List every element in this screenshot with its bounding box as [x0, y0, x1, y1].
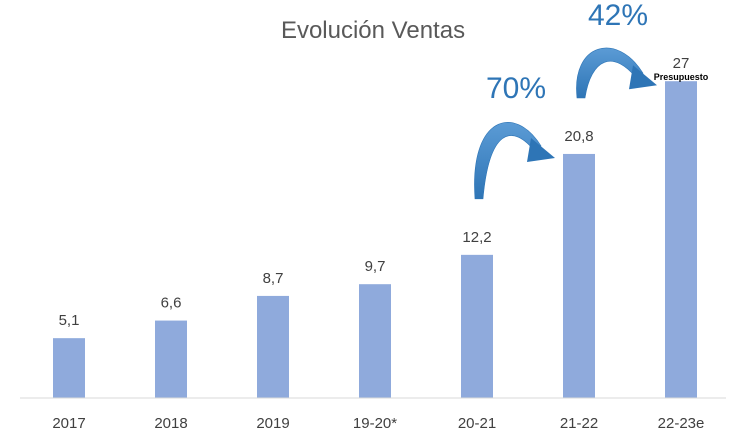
growth-label: 70%: [486, 72, 546, 105]
value-label: 6,6: [161, 295, 182, 312]
x-tick-label: 19-20*: [353, 415, 397, 432]
x-tick-label: 21-22: [560, 415, 598, 432]
bar-2018: [155, 320, 187, 398]
value-label: 12,2: [462, 229, 491, 246]
chart-title: Evolución Ventas: [281, 17, 465, 44]
bar-2017: [53, 338, 85, 398]
value-label: 5,1: [59, 312, 80, 329]
budget-note: Presupuesto: [654, 72, 709, 82]
value-label: 20,8: [564, 128, 593, 145]
x-tick-label: 2018: [154, 415, 187, 432]
growth-arrow: [474, 122, 542, 200]
x-tick-label: 2017: [52, 415, 85, 432]
bar-21-22: [563, 153, 595, 398]
growth-arrow: [576, 47, 644, 99]
x-tick-label: 20-21: [458, 415, 496, 432]
value-label: 8,7: [263, 270, 284, 287]
value-label: 9,7: [365, 258, 386, 275]
growth-arrowhead: [527, 137, 555, 162]
value-label: 27: [673, 55, 690, 72]
x-tick-label: 2019: [256, 415, 289, 432]
bar-19-20*: [359, 284, 391, 398]
x-tick-label: 22-23e: [658, 415, 705, 432]
growth-arrowhead: [629, 65, 657, 90]
bar-20-21: [461, 254, 493, 398]
bar-2019: [257, 295, 289, 398]
bar-22-23e: [665, 81, 697, 398]
growth-label: 42%: [588, 0, 648, 32]
